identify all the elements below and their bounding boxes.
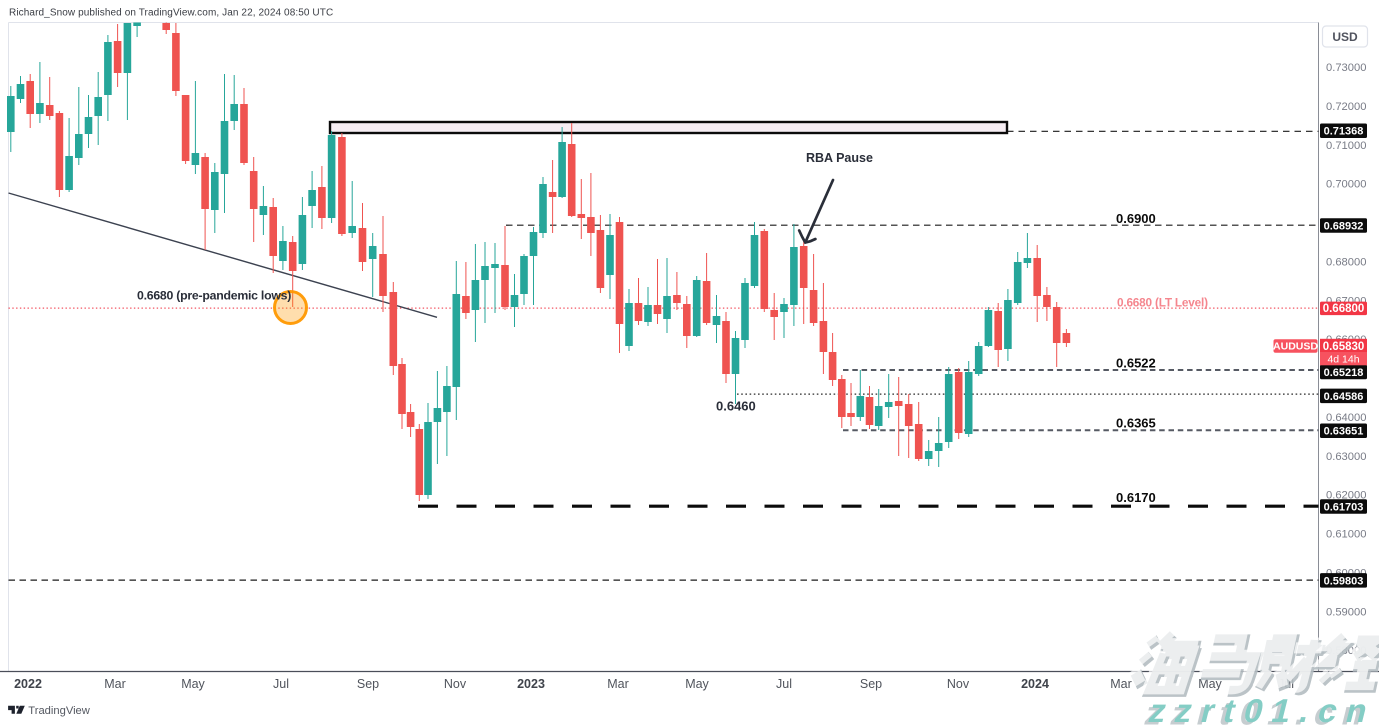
- svg-text:0.61703: 0.61703: [1324, 501, 1364, 513]
- svg-text:AUDUSD: AUDUSD: [1273, 341, 1318, 353]
- svg-text:0.63651: 0.63651: [1324, 426, 1364, 438]
- svg-text:0.68932: 0.68932: [1324, 220, 1364, 232]
- svg-text:May: May: [685, 677, 709, 691]
- svg-text:4d 14h: 4d 14h: [1327, 354, 1359, 366]
- svg-text:0.6680 (pre-pandemic lows): 0.6680 (pre-pandemic lows): [137, 289, 291, 303]
- svg-text:0.64586: 0.64586: [1324, 391, 1364, 403]
- svg-text:0.65218: 0.65218: [1324, 367, 1364, 379]
- svg-text:Nov: Nov: [444, 677, 467, 691]
- svg-text:0.61000: 0.61000: [1326, 529, 1366, 541]
- svg-text:Mar: Mar: [104, 677, 126, 691]
- svg-text:0.6680 (LT Level): 0.6680 (LT Level): [1117, 296, 1208, 310]
- svg-text:May: May: [181, 677, 205, 691]
- svg-text:0.6522: 0.6522: [1116, 356, 1156, 371]
- svg-text:0.59000: 0.59000: [1326, 606, 1366, 618]
- svg-text:0.65830: 0.65830: [1323, 341, 1365, 353]
- svg-text:0.68000: 0.68000: [1326, 256, 1366, 268]
- svg-text:zzrt01.cn: zzrt01.cn: [1141, 696, 1377, 725]
- svg-text:0.73000: 0.73000: [1326, 62, 1366, 74]
- svg-text:RBA Pause: RBA Pause: [806, 151, 873, 165]
- svg-text:2022: 2022: [14, 677, 42, 691]
- svg-text:0.59803: 0.59803: [1324, 575, 1364, 587]
- svg-text:0.63000: 0.63000: [1326, 451, 1366, 463]
- svg-text:0.72000: 0.72000: [1326, 101, 1366, 113]
- svg-text:Sep: Sep: [860, 677, 882, 691]
- svg-text:0.6170: 0.6170: [1116, 490, 1156, 505]
- svg-text:May: May: [1198, 677, 1222, 691]
- svg-text:0.64000: 0.64000: [1326, 412, 1366, 424]
- svg-text:0.71368: 0.71368: [1324, 126, 1364, 138]
- svg-text:0.6460: 0.6460: [716, 399, 756, 414]
- svg-text:USD: USD: [1332, 30, 1358, 44]
- svg-text:0.71000: 0.71000: [1326, 140, 1366, 152]
- svg-text:Mar: Mar: [607, 677, 629, 691]
- svg-text:0.70000: 0.70000: [1326, 179, 1366, 191]
- svg-text:Nov: Nov: [947, 677, 970, 691]
- svg-text:0.6900: 0.6900: [1116, 211, 1156, 226]
- svg-text:Sep: Sep: [357, 677, 379, 691]
- svg-text:0.66800: 0.66800: [1323, 303, 1365, 315]
- svg-text:2024: 2024: [1021, 677, 1049, 691]
- svg-text:0.6365: 0.6365: [1116, 416, 1156, 431]
- svg-text:2023: 2023: [517, 677, 545, 691]
- svg-text:0.62000: 0.62000: [1326, 490, 1366, 502]
- svg-text:TradingView: TradingView: [28, 705, 90, 717]
- svg-text:zzrt01.cn: zzrt01.cn: [1145, 693, 1379, 725]
- svg-text:Richard_Snow published on Trad: Richard_Snow published on TradingView.co…: [9, 8, 333, 19]
- svg-text:Jul: Jul: [273, 677, 289, 691]
- svg-text:Mar: Mar: [1110, 677, 1132, 691]
- svg-text:Jul: Jul: [776, 677, 792, 691]
